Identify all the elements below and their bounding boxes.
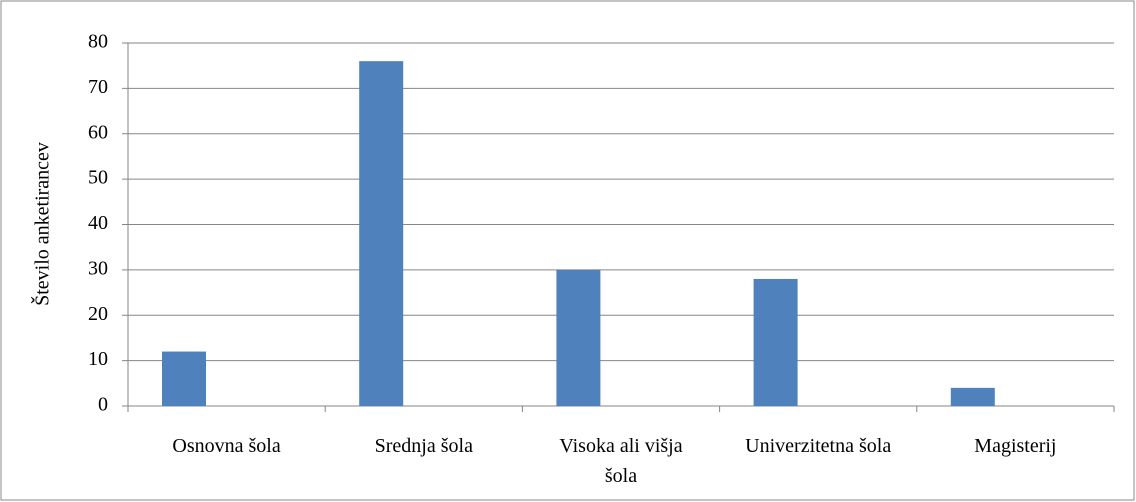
y-tick-label: 10	[88, 348, 108, 370]
y-tick-label: 20	[88, 303, 108, 325]
x-tick-label: Magisterij	[974, 435, 1057, 457]
y-tick-label: 40	[88, 212, 108, 234]
y-tick-label: 30	[88, 257, 108, 279]
bar	[950, 387, 995, 406]
y-tick-label: 0	[98, 394, 108, 416]
y-tick-label: 50	[88, 167, 108, 189]
x-tick-label: Osnovna šola	[172, 435, 281, 457]
bar	[359, 61, 404, 407]
y-tick-label: 80	[88, 31, 108, 53]
x-tick-label: Srednja šola	[374, 435, 473, 457]
bar	[556, 269, 601, 406]
bar	[753, 278, 798, 406]
x-tick-label: Visoka ali višja šola	[559, 435, 683, 487]
y-tick-label: 70	[88, 76, 108, 98]
x-tick-label: Univerzitetna šola	[745, 435, 892, 457]
y-axis-label: Število anketirancev	[30, 142, 54, 306]
bar	[162, 351, 206, 406]
y-tick-label: 60	[88, 121, 108, 143]
